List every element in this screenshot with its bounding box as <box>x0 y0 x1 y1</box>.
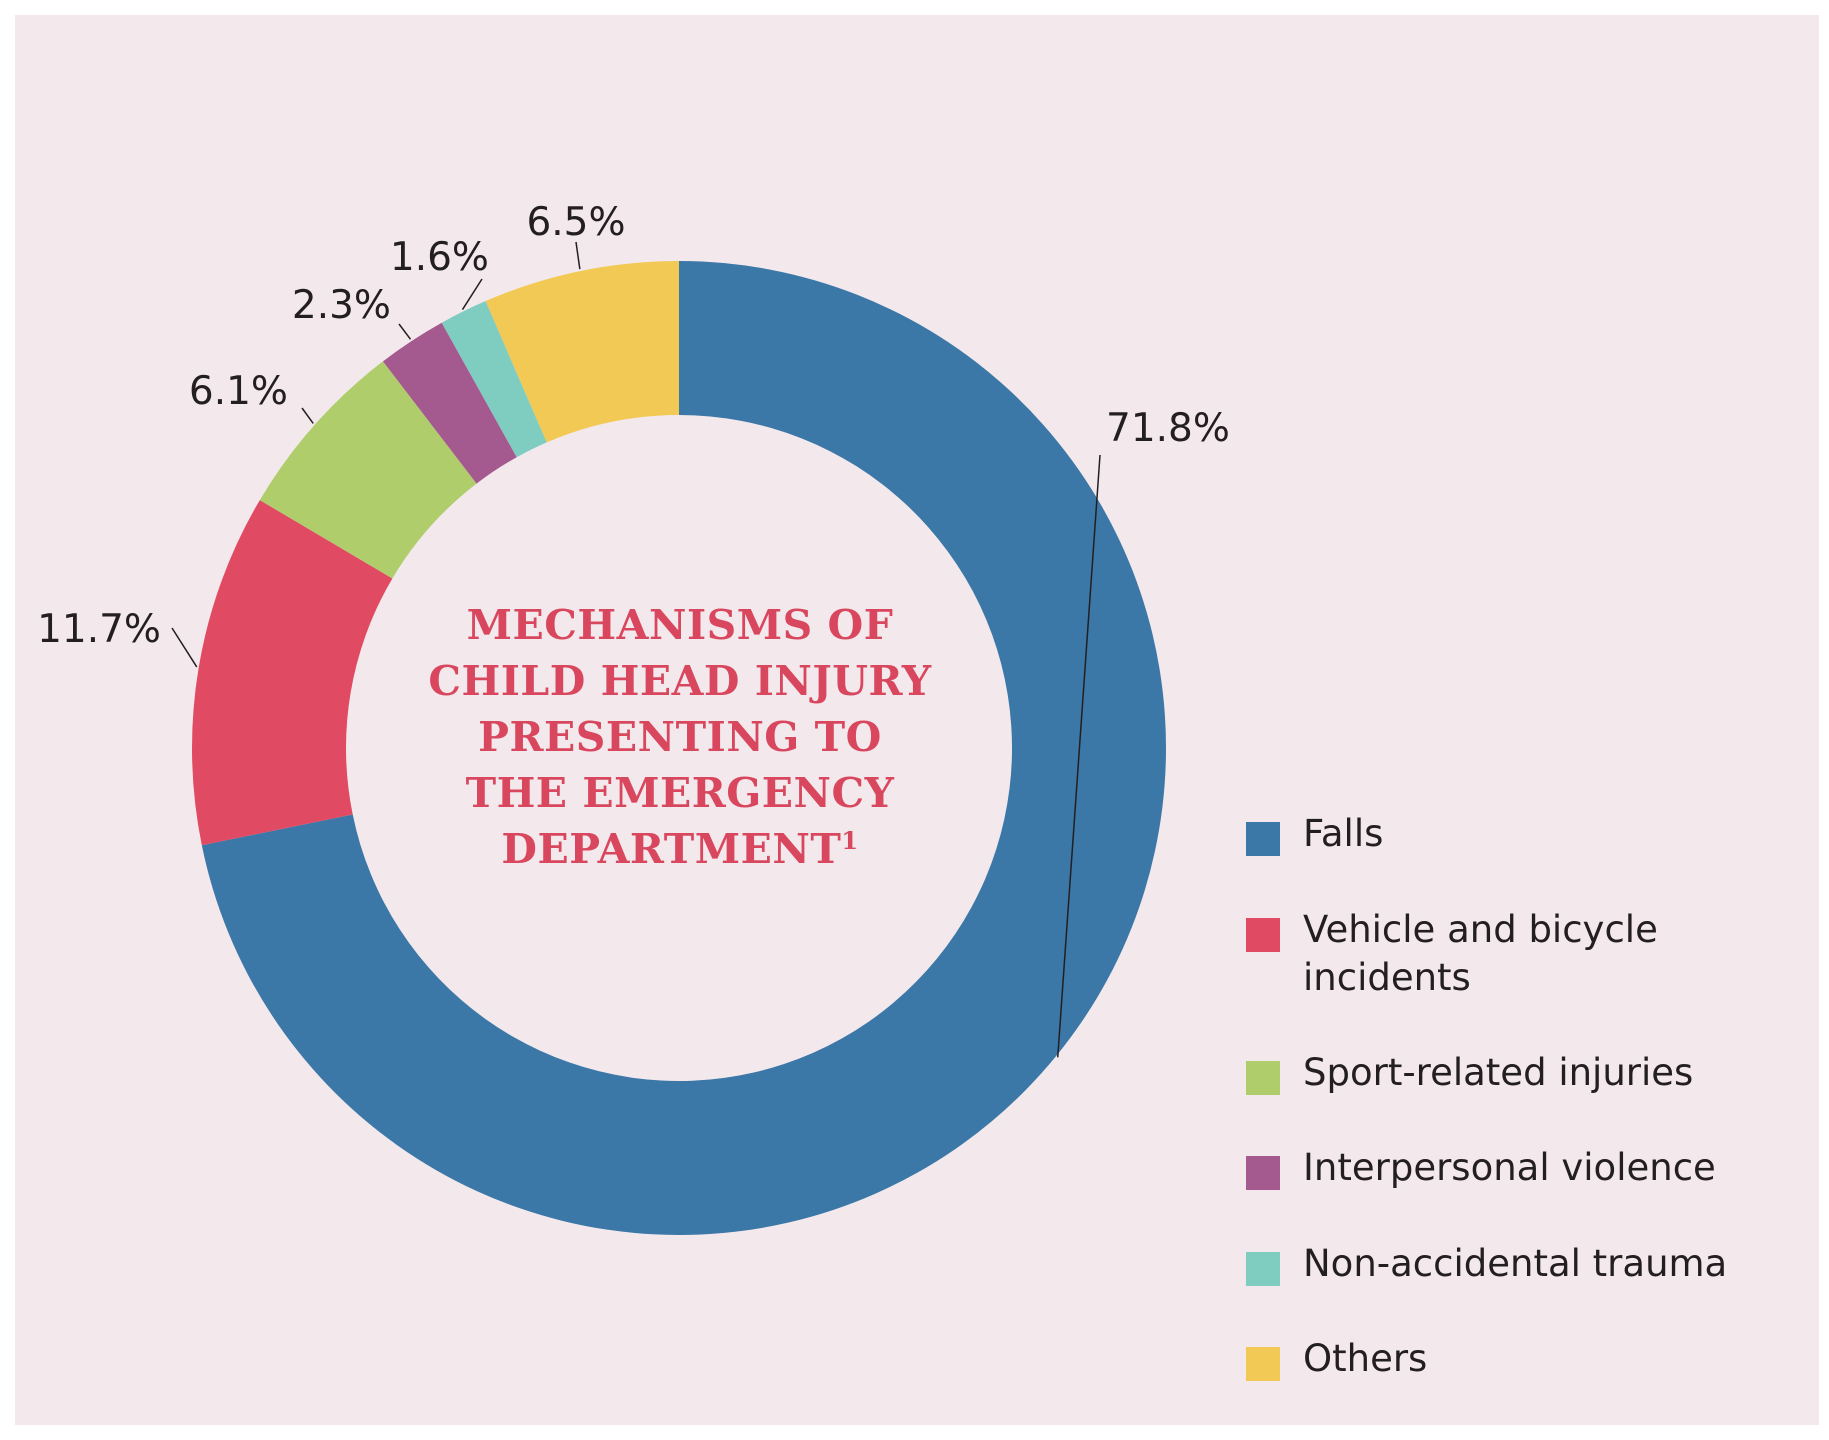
label-leader-line <box>398 323 412 340</box>
chart-title-line: CHILD HEAD INJURY <box>428 657 932 705</box>
legend-swatch <box>1246 1061 1280 1095</box>
donut-slice-sport-related-injuries <box>259 361 477 579</box>
legend-label-line: Vehicle and bicycle <box>1303 908 1658 951</box>
donut-slice-interpersonal-violence <box>382 322 517 484</box>
legend-swatch <box>1246 1252 1280 1286</box>
label-leader-line <box>1056 454 1101 1058</box>
legend-item-non-accidental: Non-accidental trauma <box>1246 1240 1823 1288</box>
legend-swatch <box>1246 1156 1280 1190</box>
legend-label: Sport-related injuries <box>1303 1051 1694 1094</box>
chart-title-line: MECHANISMS OF <box>466 601 894 649</box>
legend-label: Vehicle and bicycle incidents <box>1303 906 1823 1002</box>
legend-swatch <box>1246 918 1280 952</box>
legend-swatch <box>1246 1347 1280 1381</box>
legend-item-sport: Sport-related injuries <box>1246 1049 1823 1097</box>
chart-title-line-last: DEPARTMENT1 <box>380 821 980 877</box>
legend-swatch <box>1246 822 1280 856</box>
legend-item-falls: Falls <box>1246 810 1823 858</box>
chart-title-line: PRESENTING TO <box>478 713 882 761</box>
legend-label: Interpersonal violence <box>1303 1146 1716 1189</box>
donut-slice-falls <box>201 261 1166 1236</box>
slice-value-label: 71.8% <box>1106 406 1230 451</box>
slice-value-label: 2.3% <box>292 283 391 328</box>
label-leader-line <box>301 407 314 424</box>
slice-value-label: 6.1% <box>189 369 288 414</box>
legend-item-others: Others <box>1246 1335 1823 1383</box>
legend-item-interpersonal: Interpersonal violence <box>1246 1144 1823 1192</box>
label-leader-line <box>461 278 483 310</box>
donut-slice-vehicle-and-bicycle-incidents <box>192 500 393 846</box>
slice-value-label: 6.5% <box>526 200 625 245</box>
slice-value-label: 1.6% <box>390 235 489 280</box>
donut-slice-non-accidental-trauma <box>441 301 547 458</box>
chart-title-line: DEPARTMENT <box>501 825 842 873</box>
chart-title: MECHANISMS OF CHILD HEAD INJURY PRESENTI… <box>380 597 980 877</box>
slice-value-label: 11.7% <box>37 607 161 652</box>
chart-title-line: THE EMERGENCY <box>465 769 895 817</box>
title-footnote-marker: 1 <box>841 826 859 855</box>
label-leader-line <box>171 627 198 668</box>
legend-label-line: incidents <box>1303 956 1471 999</box>
donut-slice-others <box>485 261 679 443</box>
legend-label: Others <box>1303 1337 1428 1380</box>
label-leader-line <box>575 241 581 270</box>
legend-label: Non-accidental trauma <box>1303 1242 1728 1285</box>
legend-label: Falls <box>1303 812 1384 855</box>
legend-item-vehicle-bicycle: Vehicle and bicycle incidents <box>1246 906 1823 1002</box>
